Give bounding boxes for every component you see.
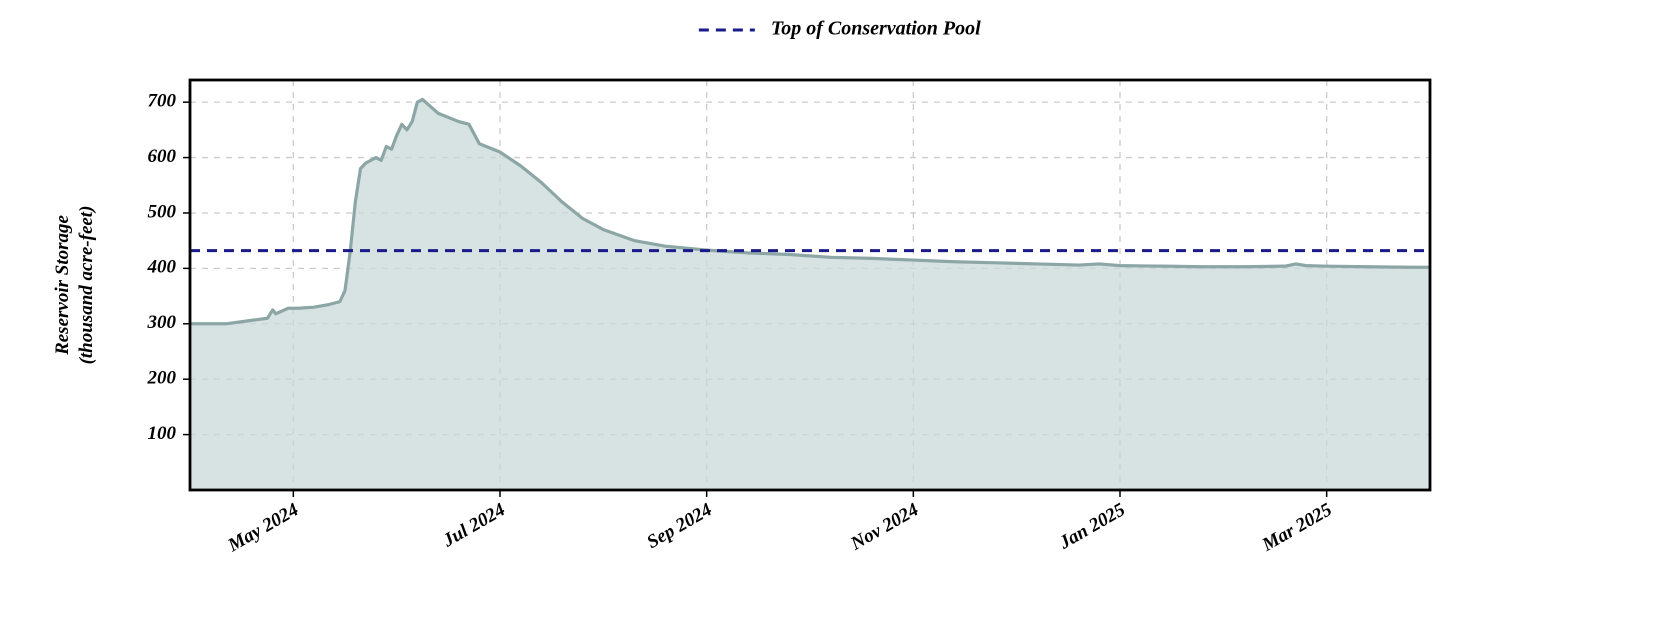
y-tick-label: 600 [148,146,177,167]
svg-text:Reservoir Storage: Reservoir Storage [52,215,73,356]
y-tick-label: 400 [147,257,177,278]
y-tick-label: 200 [147,368,177,389]
y-tick-label: 100 [148,423,177,444]
legend-label: Top of Conservation Pool [771,18,981,40]
chart-svg: 100200300400500600700May 2024Jul 2024Sep… [0,0,1680,630]
y-tick-label: 700 [148,91,177,112]
y-tick-label: 300 [147,312,177,333]
svg-text:(thousand acre-feet): (thousand acre-feet) [76,206,97,365]
chart-container: 100200300400500600700May 2024Jul 2024Sep… [0,0,1680,630]
y-tick-label: 500 [148,201,177,222]
